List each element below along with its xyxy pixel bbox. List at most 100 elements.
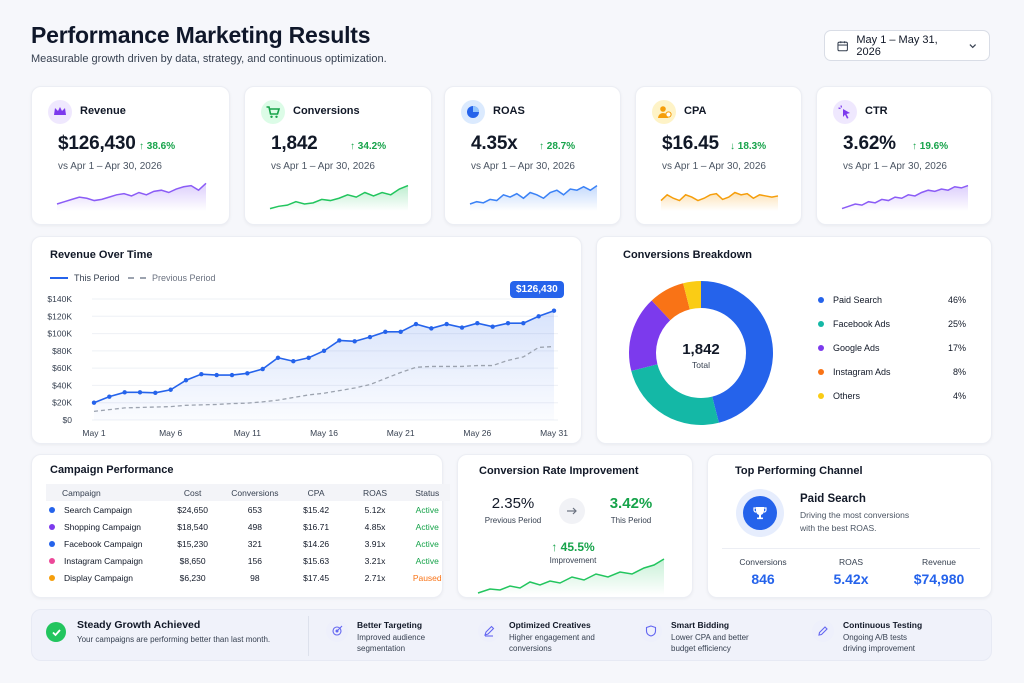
benefit-description: Improved audience segmentation	[357, 633, 426, 653]
campaign-conv: 156	[247, 555, 262, 566]
data-point	[260, 366, 265, 372]
table-row[interactable]: Instagram Campaign $8,650 156 $15.63 3.21x Ac…	[46, 552, 450, 569]
previous-period-line	[93, 345, 555, 413]
previous-rate-label: Previous Period	[484, 516, 542, 525]
data-point	[551, 308, 557, 313]
data-point	[321, 348, 327, 354]
data-point	[475, 321, 480, 326]
data-point	[398, 329, 403, 335]
benefit-item: Continuous Testing Ongoing A/B tests driv…	[843, 620, 931, 654]
campaign-cpa: $15.63	[303, 555, 330, 566]
campaign-status: Active	[415, 555, 439, 566]
y-tick-label: $80K	[52, 346, 72, 356]
data-point	[229, 372, 235, 378]
legend-dot	[818, 393, 824, 399]
legend-label: Paid Search	[833, 295, 883, 305]
y-tick-label: $60K	[52, 363, 72, 373]
campaign-status: Active	[415, 521, 439, 532]
campaign-dot	[49, 558, 55, 565]
target-icon	[326, 620, 348, 642]
kpi-card-roas: ROAS 4.35x ↑ 28.7% vs Apr 1 – Apr 30, 2026	[444, 86, 621, 225]
improvement-label: Improvement	[549, 556, 597, 565]
conversion-rate-title: Conversion Rate Improvement	[479, 465, 639, 477]
column-header: Status	[404, 484, 450, 501]
campaign-cpa: $15.42	[303, 504, 330, 515]
improvement-value: ↑ 45.5%	[551, 540, 595, 554]
benefit-description: Lower CPA and better budget efficiency	[671, 633, 749, 653]
revenue-chart-card: Revenue Over Time This Period Previous P…	[31, 236, 582, 444]
improvement-sparkline	[477, 558, 665, 595]
y-tick-label: $0	[63, 415, 73, 425]
legend-dot	[818, 321, 824, 327]
campaign-cpa: $16.71	[303, 521, 330, 532]
table-row[interactable]: Facebook Campaign $15,230 321 $14.26 3.91x Ac…	[46, 535, 450, 552]
kpi-change: ↑ 19.6%	[912, 141, 949, 152]
kpi-sparkline	[56, 182, 207, 211]
campaign-cost: $18,540	[177, 521, 208, 532]
kpi-compare-period: vs Apr 1 – Apr 30, 2026	[662, 161, 766, 172]
summary-headline: Steady Growth Achieved	[77, 619, 201, 631]
pencil-icon	[812, 620, 834, 642]
channel-stat-value: $74,980	[913, 571, 965, 587]
campaign-name: Display Campaign	[64, 572, 133, 583]
x-tick-label: May 6	[159, 428, 182, 438]
kpi-change: ↓ 18.3%	[730, 141, 767, 152]
kpi-card-ctr: CTR 3.62% ↑ 19.6% vs Apr 1 – Apr 30, 2026	[816, 86, 992, 225]
campaign-table: Campaign Cost Conversions CPA ROAS Status Sea…	[46, 484, 450, 586]
conversions-donut-chart	[629, 281, 773, 425]
benefit-title: Optimized Creatives	[509, 620, 591, 630]
table-row[interactable]: Display Campaign $6,230 98 $17.45 2.71x Pause…	[46, 569, 450, 586]
table-row[interactable]: Shopping Campaign $18,540 498 $16.71 4.85x Ac…	[46, 518, 450, 535]
column-header: Conversions	[223, 484, 287, 501]
summary-subtext: Your campaigns are performing better tha…	[77, 635, 271, 644]
y-tick-label: $100K	[47, 329, 72, 339]
channel-stat-label: Conversions	[739, 557, 787, 567]
campaign-roas: 2.71x	[364, 572, 386, 583]
top-channel-card: Top Performing Channel Paid Search Drivi…	[707, 454, 992, 598]
revenue-chart-title: Revenue Over Time	[50, 249, 153, 261]
data-point	[291, 359, 296, 364]
channel-stat: ROAS 5.42x	[806, 557, 896, 587]
data-point	[107, 394, 112, 399]
kpi-label: ROAS	[493, 105, 525, 117]
y-tick-label: $40K	[52, 380, 72, 390]
campaign-performance-title: Campaign Performance	[50, 464, 174, 476]
data-point	[168, 387, 173, 392]
x-tick-label: May 31	[540, 428, 568, 438]
kpi-value: 4.35x	[471, 133, 518, 154]
campaign-cpa: $17.45	[303, 572, 330, 583]
campaign-name: Shopping Campaign	[64, 521, 142, 532]
legend-percent: 46%	[947, 295, 966, 305]
date-range-picker[interactable]: May 1 – May 31, 2026	[824, 30, 990, 61]
column-header: ROAS	[345, 484, 405, 501]
legend-label: Google Ads	[833, 343, 880, 353]
shield-icon	[640, 620, 662, 642]
table-row[interactable]: Search Campaign $24,650 653 $15.42 5.12x Acti…	[46, 501, 450, 518]
campaign-roas: 5.12x	[364, 504, 386, 515]
kpi-label: Conversions	[293, 105, 360, 117]
data-point	[91, 400, 97, 405]
campaign-status: Paused	[412, 572, 442, 583]
x-tick-label: May 21	[387, 428, 415, 438]
cursor-click-icon	[833, 100, 857, 124]
chevron-down-icon	[968, 43, 976, 48]
campaign-conv: 653	[247, 504, 262, 515]
legend-percent: 17%	[947, 343, 966, 353]
donut-slice-google-ads	[629, 300, 671, 371]
donut-slice-paid-search	[701, 281, 773, 423]
kpi-sparkline	[469, 184, 598, 211]
benefit-description: Ongoing A/B tests driving improvement	[843, 633, 916, 653]
campaign-cost: $8,650	[179, 555, 206, 566]
campaign-cost: $6,230	[179, 572, 206, 583]
kpi-label: Revenue	[80, 105, 126, 117]
donut-slice-facebook-ads	[631, 364, 719, 425]
data-point	[337, 338, 342, 343]
donut-center-value: 1,842	[682, 341, 720, 358]
kpi-compare-period: vs Apr 1 – Apr 30, 2026	[471, 161, 575, 172]
revenue-callout: $126,430	[510, 281, 564, 298]
campaign-name: Facebook Campaign	[64, 538, 143, 549]
y-tick-label: $20K	[52, 398, 72, 408]
legend-dot	[818, 369, 824, 375]
pen-icon	[478, 620, 500, 642]
legend-this-period: This Period	[50, 273, 120, 283]
